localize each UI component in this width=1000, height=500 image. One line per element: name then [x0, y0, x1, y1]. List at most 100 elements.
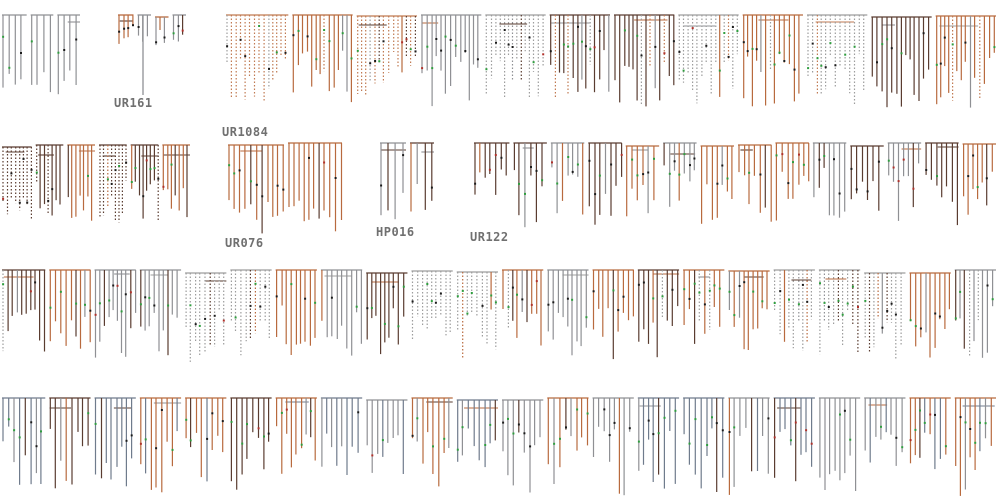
marker-dot — [524, 192, 526, 195]
marker-dot — [654, 45, 657, 48]
pedigree-hp016 — [380, 142, 434, 220]
marker-dot — [683, 288, 686, 291]
marker-dot — [259, 305, 262, 308]
marker-dot — [257, 427, 260, 430]
marker-dot — [22, 157, 25, 160]
marker-dot — [565, 426, 567, 429]
marker-dot — [10, 172, 13, 175]
marker-dot — [7, 418, 10, 421]
marker-dot — [576, 408, 579, 411]
marker-dot — [507, 43, 510, 46]
marker-dot — [20, 52, 22, 54]
marker-dot — [728, 290, 731, 293]
marker-dot — [797, 303, 800, 306]
marker-dot — [816, 57, 819, 60]
marker-dot — [572, 42, 575, 45]
marker-dot — [733, 426, 736, 429]
marker-dot — [177, 25, 180, 28]
marker-dot — [282, 188, 285, 191]
marker-dot — [502, 421, 505, 424]
marker-dot — [222, 319, 225, 322]
marker-dot — [454, 44, 457, 47]
marker-dot — [461, 289, 464, 292]
marker-dot — [402, 154, 405, 157]
marker-dot — [523, 432, 526, 435]
marker-dot — [838, 192, 841, 195]
marker-dot — [157, 177, 160, 180]
marker-dot — [628, 427, 631, 430]
marker-dot — [689, 164, 691, 167]
marker-dot — [110, 182, 113, 185]
marker-dot — [59, 290, 62, 293]
marker-dot — [748, 171, 751, 174]
marker-dot — [490, 294, 493, 297]
label-ur076: UR076 — [225, 236, 264, 250]
marker-dot — [576, 163, 579, 166]
label-ur1084: UR1084 — [222, 125, 268, 139]
marker-dot — [788, 34, 791, 37]
marker-dot — [810, 442, 813, 445]
marker-dot — [647, 171, 650, 174]
marker-dot — [297, 29, 300, 32]
marker-dot — [755, 48, 758, 51]
marker-dot — [759, 173, 762, 176]
marker-dot — [300, 443, 303, 446]
marker-dot — [631, 158, 634, 161]
marker-dot — [678, 173, 681, 176]
marker-dot — [304, 297, 307, 300]
marker-dot — [489, 423, 492, 426]
marker-dot — [29, 290, 32, 293]
marker-dot — [598, 174, 601, 177]
marker-dot — [2, 283, 5, 286]
pedigree-ped-4 — [2, 144, 190, 223]
marker-dot — [516, 293, 518, 296]
marker-dot — [409, 48, 412, 51]
marker-dot — [309, 410, 312, 413]
marker-dot — [507, 306, 510, 309]
marker-dot — [562, 43, 565, 46]
marker-dot — [900, 52, 903, 55]
marker-dot — [112, 284, 115, 287]
marker-dot — [8, 66, 11, 69]
marker-dot — [434, 301, 437, 304]
marker-dot — [511, 286, 514, 289]
marker-dot — [163, 36, 166, 39]
label-ur161: UR161 — [114, 96, 153, 110]
marker-dot — [959, 416, 962, 419]
marker-dot — [153, 167, 156, 170]
marker-dot — [647, 419, 650, 422]
marker-dot — [833, 158, 835, 161]
marker-dot — [693, 157, 696, 160]
marker-dot — [914, 325, 917, 328]
marker-dot — [613, 421, 616, 424]
marker-dot — [171, 448, 174, 451]
marker-dot — [743, 281, 746, 284]
marker-dot — [357, 411, 360, 414]
marker-dot — [57, 51, 60, 54]
marker-dot — [211, 412, 214, 415]
marker-dot — [553, 442, 556, 445]
marker-dot — [323, 161, 326, 164]
pedigree-ur1084 — [226, 14, 996, 108]
marker-dot — [839, 413, 841, 416]
marker-dot — [258, 25, 261, 27]
marker-dot — [430, 186, 433, 189]
marker-dot — [280, 411, 283, 414]
marker-dot — [718, 69, 721, 72]
marker-dot — [652, 297, 655, 300]
marker-dot — [290, 283, 293, 286]
marker-dot — [736, 30, 739, 32]
marker-dot — [350, 57, 353, 60]
marker-dot — [972, 154, 975, 157]
marker-dot — [328, 40, 331, 43]
marker-dot — [969, 428, 972, 430]
marker-dot — [855, 188, 858, 191]
marker-dot — [155, 41, 158, 44]
marker-dot — [249, 304, 252, 307]
marker-dot — [678, 50, 681, 53]
marker-dot — [431, 67, 434, 70]
marker-dot — [371, 454, 374, 457]
marker-dot — [139, 442, 142, 445]
marker-dot — [120, 310, 123, 313]
marker-dot — [819, 282, 821, 285]
